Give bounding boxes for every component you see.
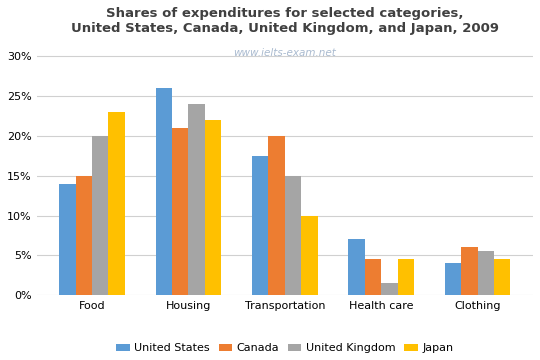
Bar [301, 216, 318, 295]
Bar [365, 259, 381, 295]
Bar [172, 128, 188, 295]
Bar [188, 104, 205, 295]
Bar [445, 263, 461, 295]
Bar [252, 156, 268, 295]
Bar [205, 120, 221, 295]
Text: www.ielts-exam.net: www.ielts-exam.net [233, 48, 336, 58]
Bar [109, 112, 125, 295]
Bar [285, 176, 301, 295]
Bar [92, 136, 109, 295]
Bar [397, 259, 414, 295]
Bar [478, 251, 494, 295]
Bar [348, 239, 365, 295]
Bar [76, 176, 92, 295]
Bar [461, 247, 478, 295]
Legend: United States, Canada, United Kingdom, Japan: United States, Canada, United Kingdom, J… [112, 339, 457, 358]
Bar [156, 88, 172, 295]
Bar [268, 136, 285, 295]
Bar [494, 259, 510, 295]
Bar [59, 184, 76, 295]
Title: Shares of expenditures for selected categories,
United States, Canada, United Ki: Shares of expenditures for selected cate… [71, 7, 499, 35]
Bar [381, 283, 397, 295]
